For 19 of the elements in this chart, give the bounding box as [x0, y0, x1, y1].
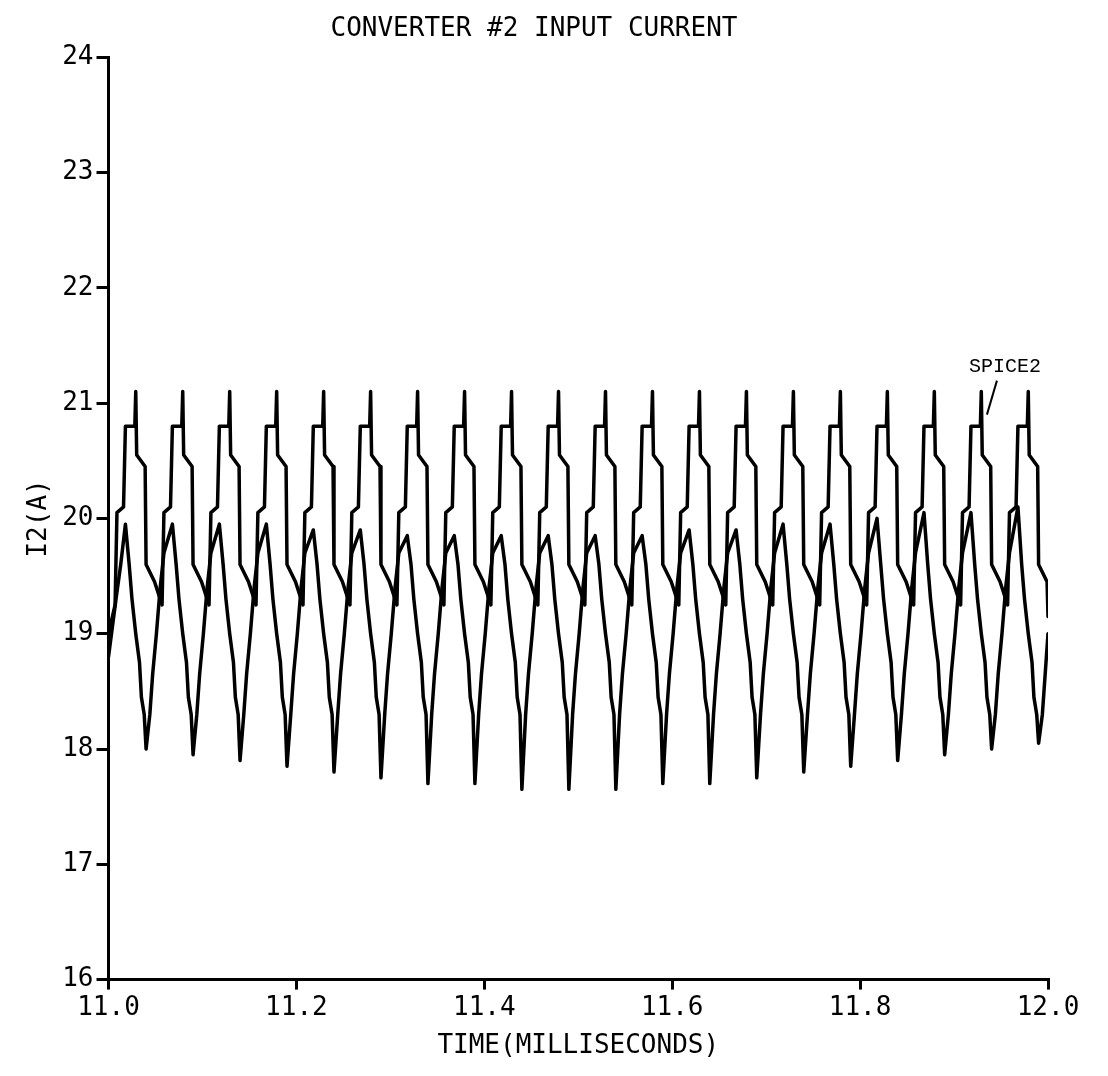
y-tick-label: 18 [62, 731, 94, 762]
y-tick-label: 20 [62, 501, 94, 532]
x-tick-label: 11.2 [265, 990, 328, 1021]
x-axis-title: TIME(MILLISECONDS) [437, 1029, 720, 1060]
y-tick-label: 23 [62, 155, 94, 186]
y-tick-label: 24 [62, 39, 94, 70]
x-tick-label: 11.0 [77, 990, 140, 1021]
y-tick-label: 21 [62, 385, 94, 416]
y-tick-label: 16 [62, 962, 94, 993]
y-axis-title: I2(A) [22, 479, 53, 558]
x-tick-label: 11.4 [452, 990, 516, 1021]
y-tick-label: 19 [62, 616, 94, 647]
x-tick-label: 12.0 [1016, 990, 1080, 1021]
x-tick-label: 11.8 [828, 990, 892, 1021]
chart-title: CONVERTER #2 INPUT CURRENT [330, 12, 738, 43]
annotation: SPICE2 [968, 354, 1041, 378]
x-tick-label: 11.6 [640, 990, 704, 1021]
y-tick-label: 22 [62, 270, 94, 301]
y-tick-label: 17 [62, 847, 94, 878]
